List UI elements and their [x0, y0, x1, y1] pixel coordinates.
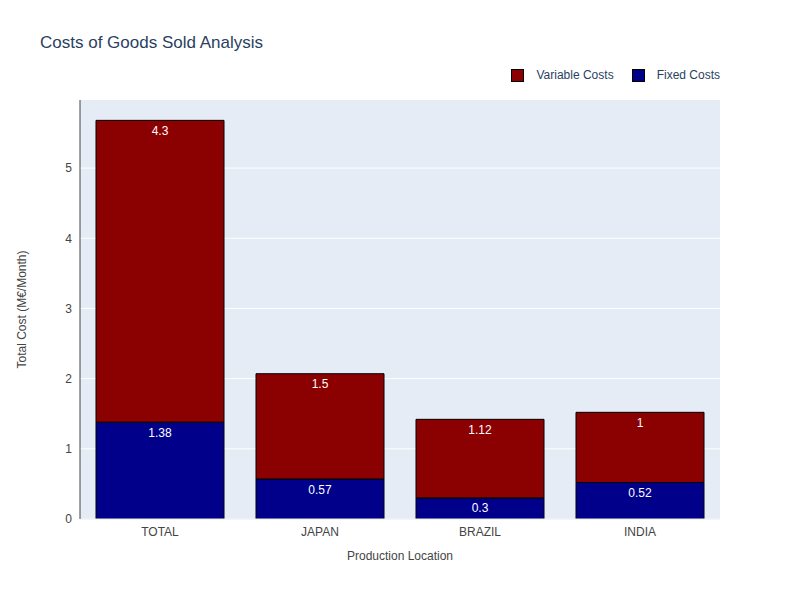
svg-text:1.5: 1.5 [312, 377, 329, 391]
svg-text:BRAZIL: BRAZIL [459, 525, 501, 539]
svg-text:1: 1 [65, 442, 72, 456]
html-text:Variable Costs: Variable Costs [536, 68, 614, 82]
svg-text:0.52: 0.52 [628, 486, 652, 500]
svg-text:Total Cost (M€/Month): Total Cost (M€/Month) [15, 250, 29, 368]
svg-text:1.38: 1.38 [148, 426, 172, 440]
svg-text:JAPAN: JAPAN [301, 525, 339, 539]
html-text:Costs of Goods Sold Analysis: Costs of Goods Sold Analysis [40, 33, 263, 52]
svg-text:TOTAL: TOTAL [141, 525, 179, 539]
svg-text:5: 5 [65, 161, 72, 175]
svg-text:Production Location: Production Location [347, 549, 453, 563]
svg-text:0: 0 [65, 512, 72, 526]
svg-text:0.3: 0.3 [472, 501, 489, 515]
svg-text:0.57: 0.57 [308, 483, 332, 497]
svg-text:1: 1 [637, 416, 644, 430]
svg-text:4: 4 [65, 232, 72, 246]
svg-text:4.3: 4.3 [152, 124, 169, 138]
svg-text:2: 2 [65, 372, 72, 386]
html-text:Fixed Costs: Fixed Costs [656, 68, 720, 82]
svg-text:1.12: 1.12 [468, 423, 492, 437]
svg-text:3: 3 [65, 302, 72, 316]
svg-text:INDIA: INDIA [624, 525, 656, 539]
